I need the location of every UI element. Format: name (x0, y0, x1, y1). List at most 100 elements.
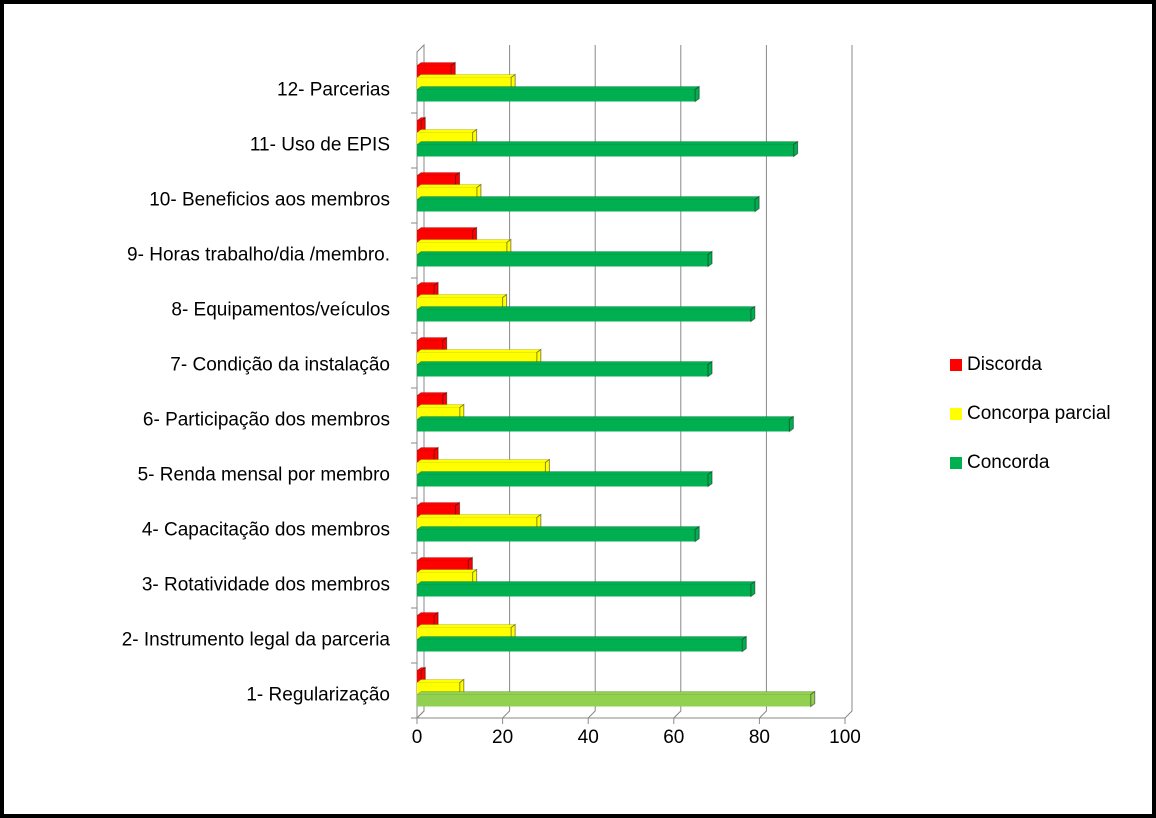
legend-label: Concorda (967, 452, 1050, 473)
bar-face (416, 141, 799, 145)
bar-face (416, 459, 551, 463)
bar-face (416, 691, 816, 695)
x-tick-label: 20 (492, 727, 513, 748)
y-tick-label: 10- Beneficios aos membros (149, 190, 390, 211)
y-tick-label: 7- Condição da instalação (170, 355, 390, 376)
bar-face (707, 470, 713, 488)
bar-face (417, 670, 422, 683)
y-tick-label: 11- Uso de EPIS (250, 135, 390, 156)
bar-face (417, 529, 696, 542)
bar-face (754, 195, 760, 213)
grid-line (759, 45, 767, 719)
x-tick-label: 40 (578, 727, 599, 748)
bar-face (416, 624, 516, 628)
grid-line (587, 45, 596, 719)
bar-face (750, 305, 756, 323)
bar-face (416, 62, 456, 66)
bar-face (416, 239, 512, 243)
bar-face (416, 392, 448, 396)
y-tick-label: 8- Equipamentos/veículos (171, 300, 390, 321)
x-tick-label: 0 (412, 727, 423, 748)
legend-swatch (950, 457, 962, 469)
bar-face (793, 140, 799, 158)
bar-face (416, 416, 795, 420)
bar-face (416, 129, 478, 133)
bar (416, 635, 748, 653)
bar-face (416, 569, 478, 573)
y-tick-label: 1- Regularização (246, 685, 390, 706)
y-tick-label: 3- Rotatividade dos membros (142, 575, 390, 596)
y-tick-label: 4- Capacitação dos membros (142, 520, 390, 541)
x-tick-label: 100 (829, 727, 861, 748)
bar-face (416, 196, 760, 200)
bar (416, 140, 799, 158)
bar-face (416, 86, 700, 90)
bar-face (417, 639, 743, 652)
bar-face (416, 227, 478, 231)
bar-face (416, 636, 748, 640)
bar (416, 470, 713, 488)
bar (416, 415, 795, 433)
bar (416, 250, 713, 268)
bar-face (810, 690, 816, 708)
bar-face (741, 635, 747, 653)
y-tick-label: 2- Instrumento legal da parceria (122, 630, 391, 651)
grid-line (416, 45, 425, 719)
bar-face (416, 557, 474, 561)
bar (416, 85, 700, 103)
legend-label: Concorpa parcial (967, 403, 1111, 424)
legend-swatch (950, 359, 962, 371)
bar-face (417, 309, 751, 322)
bar (416, 690, 816, 708)
legend-label: Discorda (967, 354, 1042, 375)
bar (416, 195, 760, 213)
bar-face (416, 361, 713, 365)
bar-face (417, 364, 709, 377)
bar (416, 116, 427, 134)
bar-face (416, 471, 713, 475)
grid-line (502, 45, 511, 719)
legend-swatch (950, 408, 962, 420)
bar-face (416, 172, 461, 176)
bar-face (416, 349, 542, 353)
bar-face (750, 580, 756, 598)
bar-face (417, 584, 751, 597)
bar (416, 360, 713, 378)
bar-face (417, 144, 794, 157)
bar-face (788, 415, 794, 433)
bar-face (416, 502, 461, 506)
bar-face (417, 419, 790, 432)
bar-face (416, 306, 756, 310)
bar-face (417, 89, 696, 102)
bar-face (416, 404, 465, 408)
bar-face (416, 184, 482, 188)
bar-face (416, 337, 448, 341)
bar-face (417, 694, 811, 707)
bar-face (694, 85, 700, 103)
bar (416, 525, 700, 543)
bar-face (416, 526, 700, 530)
bar-face (694, 525, 700, 543)
bar-face (417, 254, 709, 267)
grid-line (844, 45, 853, 719)
bar-face (417, 199, 756, 212)
grid-line (673, 45, 682, 719)
bar-face (416, 514, 542, 518)
bar-face (417, 120, 422, 133)
y-tick-label: 9- Horas trabalho/dia /membro. (127, 245, 390, 266)
bar (416, 305, 756, 323)
bar-face (707, 360, 713, 378)
bar-face (416, 74, 516, 78)
y-tick-label: 5- Renda mensal por membro (138, 465, 390, 486)
bar-face (707, 250, 713, 268)
x-tick-label: 80 (749, 727, 770, 748)
bar-face (416, 251, 713, 255)
x-tick-label: 60 (663, 727, 684, 748)
bar (416, 580, 756, 598)
bar-face (416, 581, 756, 585)
bar-face (416, 679, 465, 683)
bar-face (416, 294, 508, 298)
y-tick-label: 12- Parcerias (277, 80, 390, 101)
y-tick-label: 6- Participação dos membros (143, 410, 390, 431)
